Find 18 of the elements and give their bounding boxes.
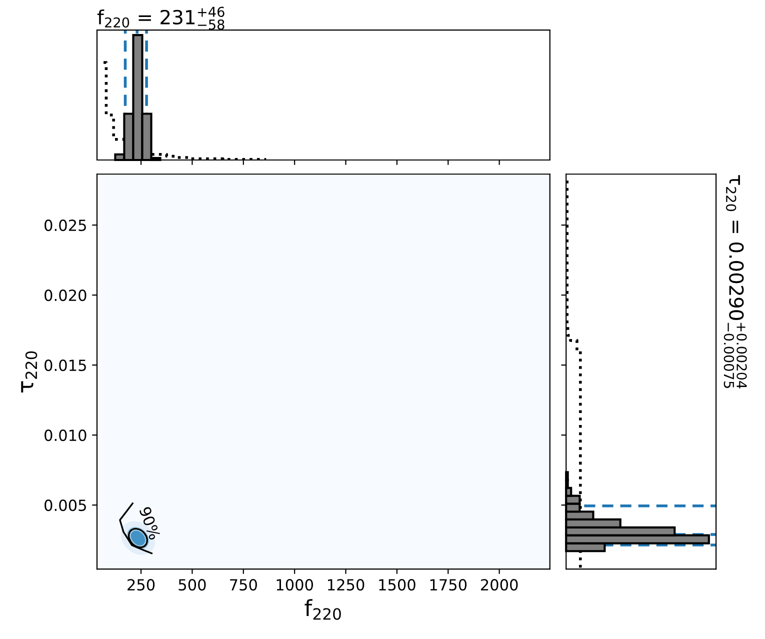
chart-title: f$_{220}$ = 231$^{+46}$$_{−58}$ xyxy=(97,6,224,30)
x-tick-label: 1000 xyxy=(276,579,313,591)
x-tick-label: 1500 xyxy=(379,579,416,591)
x-tick-label: 2000 xyxy=(480,579,518,591)
y-tick-label: 0.010 xyxy=(44,430,86,442)
x-axis-title: f$_{220}$ xyxy=(304,599,341,620)
y-tick-label: 0.025 xyxy=(44,220,86,232)
y-axis-title: τ$_{220}$ xyxy=(21,351,38,392)
x-tick-label: 1750 xyxy=(430,579,467,591)
y-tick-label: 0.015 xyxy=(44,360,86,372)
annotation: 90% xyxy=(138,506,161,540)
y-tick-label: 0.020 xyxy=(44,290,86,302)
y-axis-title: τ$_{220}$ = 0.00290$^{+0.00204}$$_{−0.00075}$ xyxy=(724,175,747,388)
x-tick-label: 1250 xyxy=(328,579,364,591)
x-tick-label: 500 xyxy=(178,579,206,591)
x-tick-label: 250 xyxy=(128,579,155,591)
x-tick-label: 750 xyxy=(230,579,257,591)
y-tick-label: 0.005 xyxy=(44,500,86,512)
